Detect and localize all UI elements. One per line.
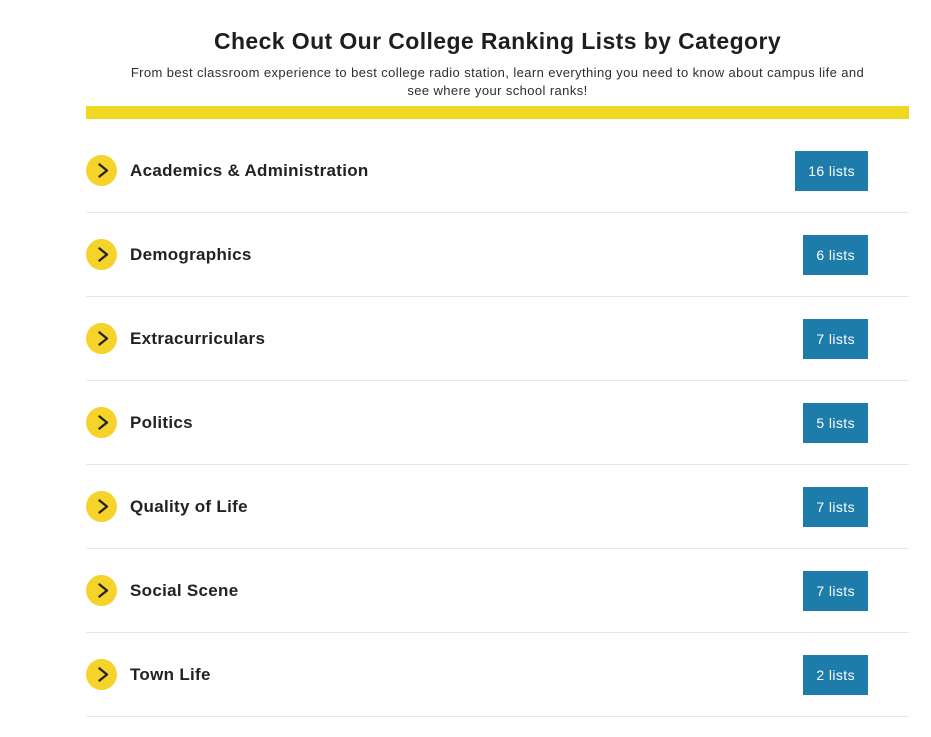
category-row[interactable]: Politics 5 lists (86, 381, 909, 465)
category-list: Academics & Administration 16 lists Demo… (86, 129, 909, 717)
category-row[interactable]: Social Scene 7 lists (86, 549, 909, 633)
category-row[interactable]: Extracurriculars 7 lists (86, 297, 909, 381)
list-count-badge[interactable]: 2 lists (803, 654, 868, 695)
category-row[interactable]: Demographics 6 lists (86, 213, 909, 297)
page-subtitle: From best classroom experience to best c… (130, 65, 865, 98)
chevron-right-icon (97, 163, 108, 178)
category-label[interactable]: Social Scene (130, 580, 239, 600)
list-count-badge[interactable]: 7 lists (803, 570, 868, 611)
category-label[interactable]: Extracurriculars (130, 328, 266, 348)
expand-category-button[interactable] (86, 491, 117, 522)
category-label[interactable]: Quality of Life (130, 496, 248, 516)
expand-category-button[interactable] (86, 575, 117, 606)
chevron-right-icon (97, 499, 108, 514)
chevron-right-icon (97, 667, 108, 682)
page-title: Check Out Our College Ranking Lists by C… (213, 28, 782, 54)
list-count-badge[interactable]: 6 lists (803, 234, 868, 275)
category-row[interactable]: Quality of Life 7 lists (86, 465, 909, 549)
expand-category-button[interactable] (86, 155, 117, 186)
chevron-right-icon (97, 415, 108, 430)
chevron-right-icon (97, 331, 108, 346)
accent-bar (86, 106, 909, 119)
chevron-right-icon (97, 247, 108, 262)
expand-category-button[interactable] (86, 659, 117, 690)
list-count-badge[interactable]: 7 lists (803, 318, 868, 359)
category-row[interactable]: Academics & Administration 16 lists (86, 129, 909, 213)
category-label[interactable]: Town Life (130, 664, 211, 684)
expand-category-button[interactable] (86, 323, 117, 354)
college-rankings-page: Check Out Our College Ranking Lists by C… (86, 0, 909, 717)
expand-category-button[interactable] (86, 239, 117, 270)
list-count-badge[interactable]: 16 lists (795, 150, 868, 191)
chevron-right-icon (97, 583, 108, 598)
page-header: Check Out Our College Ranking Lists by C… (86, 0, 909, 119)
list-count-badge[interactable]: 5 lists (803, 402, 868, 443)
list-count-badge[interactable]: 7 lists (803, 486, 868, 527)
category-label[interactable]: Academics & Administration (130, 160, 369, 180)
expand-category-button[interactable] (86, 407, 117, 438)
category-label[interactable]: Politics (130, 412, 193, 432)
category-row[interactable]: Town Life 2 lists (86, 633, 909, 717)
category-label[interactable]: Demographics (130, 244, 252, 264)
